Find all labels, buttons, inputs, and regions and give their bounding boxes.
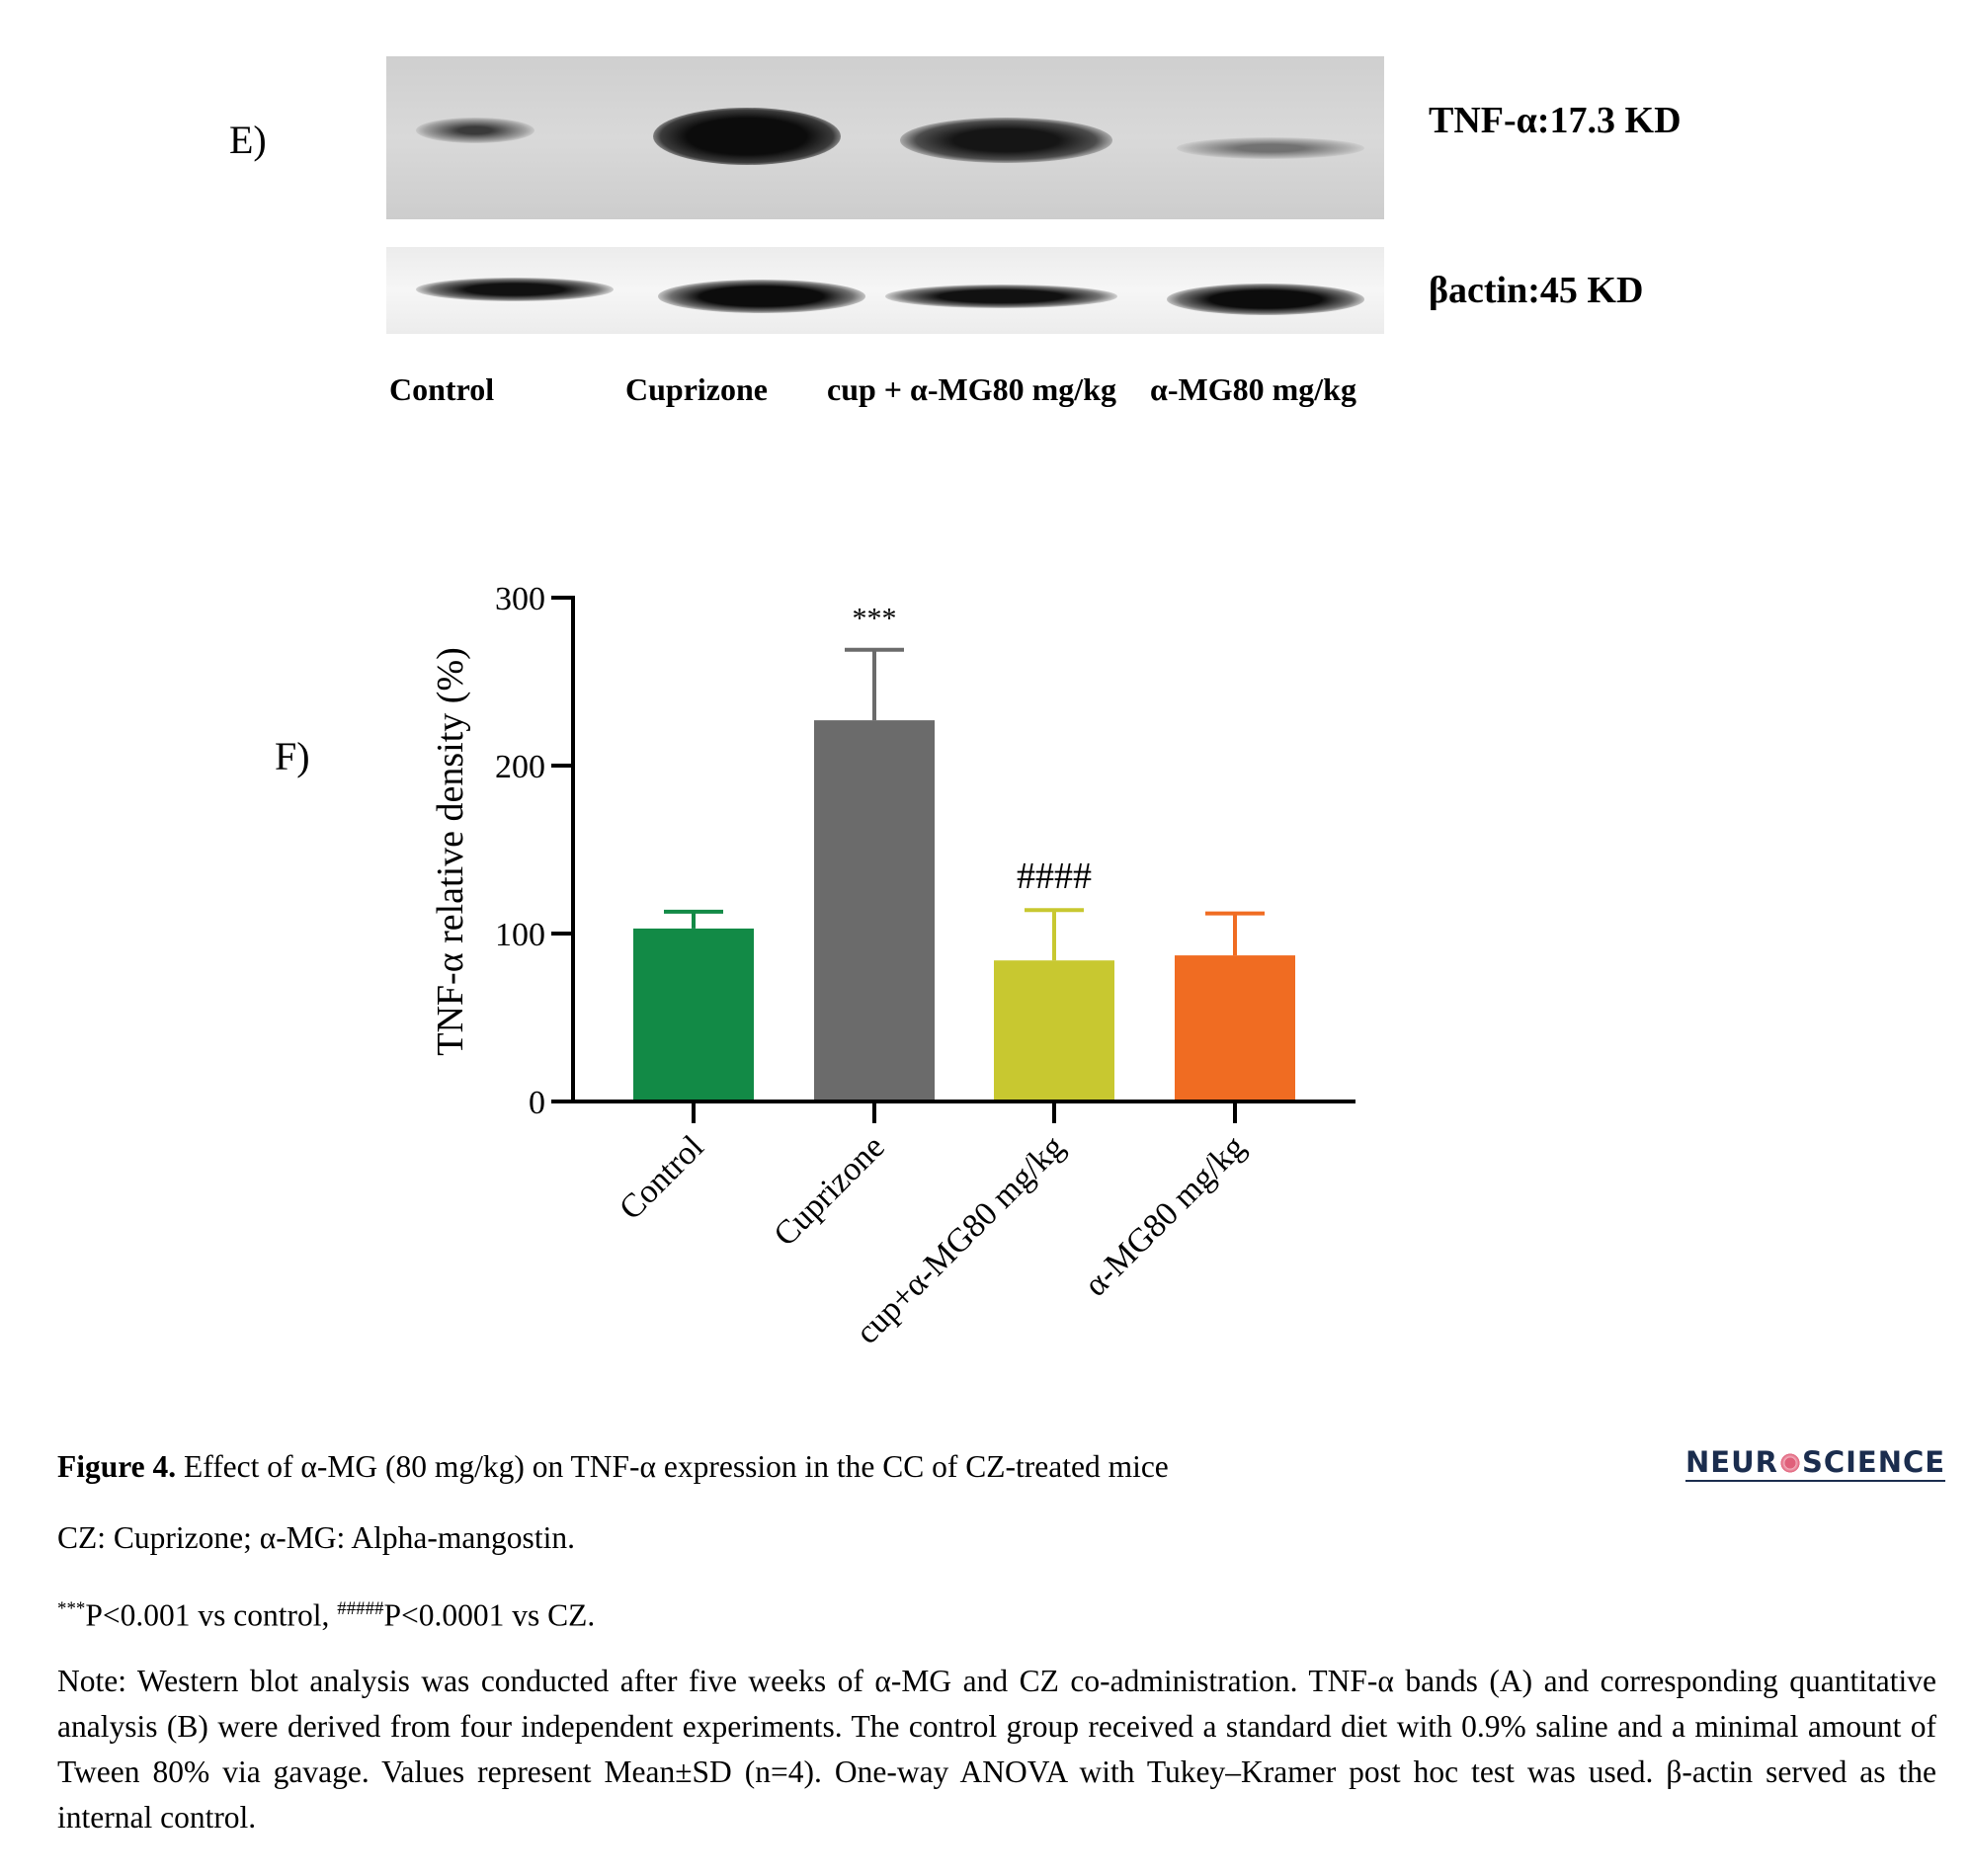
- actin-band-cup-amg: [885, 285, 1117, 308]
- x-tick-label-1: Control: [613, 1128, 711, 1227]
- bar-4: [1175, 955, 1295, 1101]
- sig-marker-2: #####: [337, 1598, 384, 1619]
- bar-1: [633, 928, 754, 1101]
- caption-note: Note: Western blot analysis was conducte…: [57, 1664, 1936, 1835]
- x-tick-label-2: Cuprizone: [767, 1128, 891, 1253]
- panel-e-label: E): [229, 118, 267, 162]
- lane-label-cuprizone: Cuprizone: [625, 371, 768, 407]
- caption-significance: ***P<0.001 vs control, #####P<0.0001 vs …: [57, 1587, 1936, 1639]
- actin-blot-image: [386, 247, 1384, 334]
- bar-2: [814, 720, 935, 1101]
- logo-text-right: SCIENCE: [1801, 1445, 1946, 1479]
- tnf-band-cup-amg: [900, 118, 1112, 163]
- figure-title: Figure 4. Effect of α-MG (80 mg/kg) on T…: [57, 1444, 1599, 1490]
- bar-3: [994, 960, 1114, 1101]
- lane-label-amg: α-MG80 mg/kg: [1150, 371, 1356, 407]
- tnf-blot-image: [386, 56, 1384, 219]
- logo-text-left: NEUR: [1685, 1445, 1778, 1479]
- y-tick-label-300: 300: [495, 581, 545, 617]
- tnf-band-cuprizone: [653, 108, 841, 165]
- tnf-band-amg: [1177, 137, 1364, 159]
- y-axis-label: TNF-α relative density (%): [430, 647, 471, 1056]
- significance-annotation-3: ####: [1017, 856, 1092, 897]
- tnf-blot-label: TNF-α:17.3 KD: [1429, 100, 1682, 141]
- actin-band-control: [416, 278, 614, 301]
- significance-annotation-2: ***: [853, 603, 897, 635]
- actin-band-cuprizone: [658, 280, 865, 313]
- tnf-band-control: [416, 118, 534, 143]
- brain-icon: [1778, 1452, 1801, 1474]
- actin-blot-label: βactin:45 KD: [1429, 270, 1644, 311]
- sig-text-1: P<0.001 vs control,: [85, 1597, 338, 1633]
- sig-text-2: P<0.0001 vs CZ.: [383, 1597, 596, 1633]
- lane-label-control: Control: [389, 371, 495, 407]
- panel-f-label: F): [275, 734, 310, 778]
- figure-label: Figure 4.: [57, 1449, 177, 1484]
- x-tick-label-4: α-MG80 mg/kg: [1078, 1128, 1253, 1303]
- y-tick-label-100: 100: [495, 917, 545, 953]
- neuroscience-logo: NEUR SCIENCE: [1685, 1445, 1946, 1482]
- y-tick-label-200: 200: [495, 749, 545, 785]
- caption-abbreviations: CZ: Cuprizone; α-MG: Alpha-mangostin.: [57, 1520, 575, 1555]
- actin-band-amg: [1167, 284, 1364, 315]
- lane-label-cup-amg: cup + α-MG80 mg/kg: [827, 371, 1116, 407]
- figure-title-text: Effect of α-MG (80 mg/kg) on TNF-α expre…: [176, 1449, 1169, 1484]
- sig-marker-1: ***: [57, 1598, 86, 1619]
- y-tick-label-0: 0: [529, 1085, 545, 1121]
